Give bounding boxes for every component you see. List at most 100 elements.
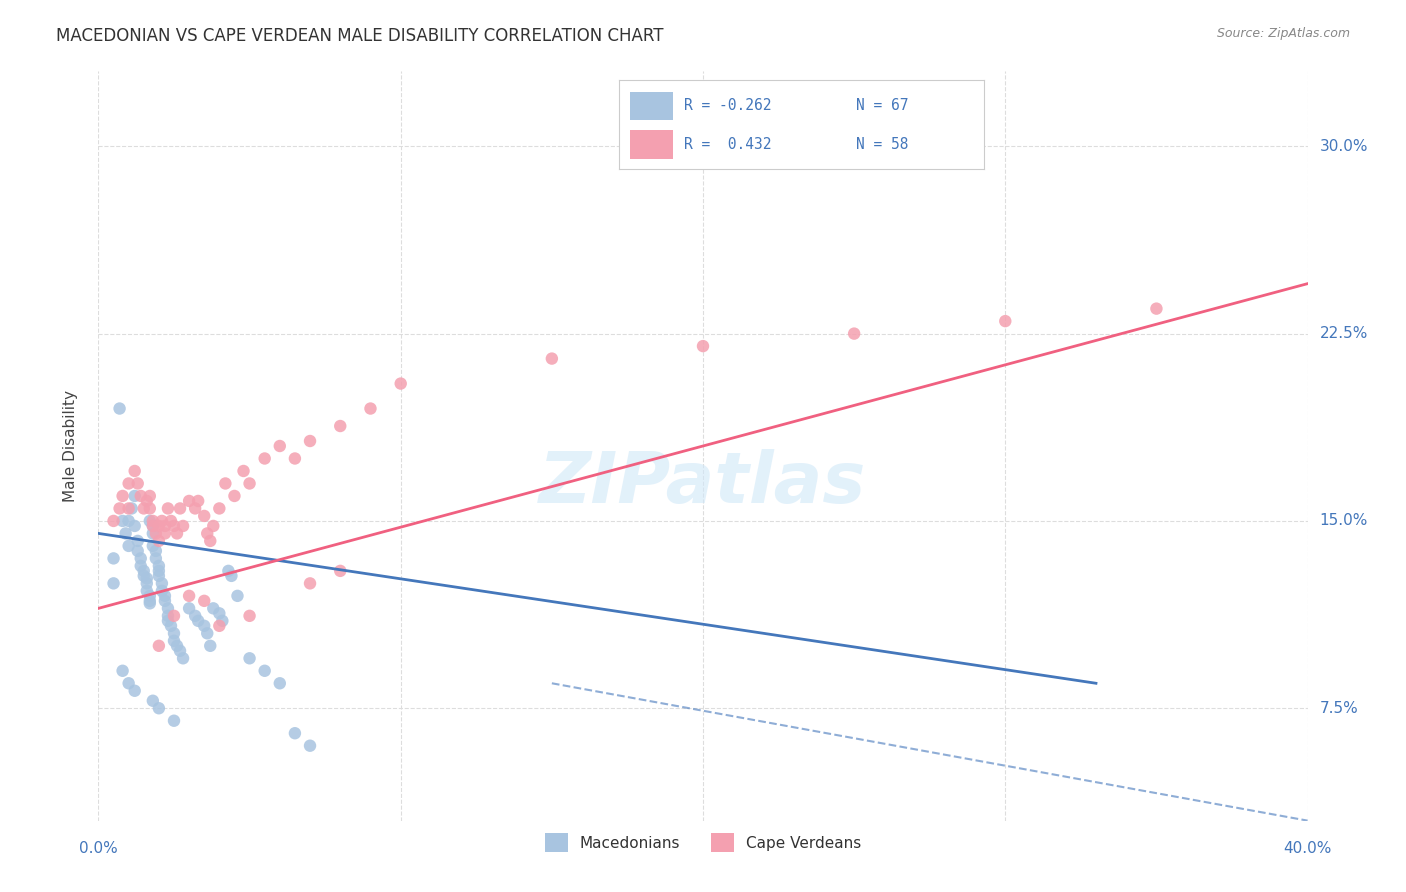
Point	[148, 558, 170, 573]
Text: R = -0.262: R = -0.262	[685, 98, 772, 112]
Point	[148, 701, 170, 715]
Point	[124, 489, 146, 503]
Point	[135, 576, 157, 591]
Point	[224, 489, 246, 503]
Point	[148, 519, 170, 533]
Point	[132, 569, 155, 583]
Point	[139, 489, 162, 503]
Point	[540, 351, 562, 366]
Point	[389, 376, 412, 391]
Point	[211, 614, 233, 628]
Point	[142, 694, 165, 708]
Point	[692, 339, 714, 353]
Text: MACEDONIAN VS CAPE VERDEAN MALE DISABILITY CORRELATION CHART: MACEDONIAN VS CAPE VERDEAN MALE DISABILI…	[56, 27, 664, 45]
Text: Source: ZipAtlas.com: Source: ZipAtlas.com	[1216, 27, 1350, 40]
Point	[299, 576, 322, 591]
Point	[221, 569, 243, 583]
Point	[139, 594, 162, 608]
Point	[195, 526, 218, 541]
Point	[299, 739, 322, 753]
Point	[156, 608, 179, 623]
Point	[172, 651, 194, 665]
Point	[148, 533, 170, 548]
Point	[135, 571, 157, 585]
Text: 7.5%: 7.5%	[1320, 701, 1358, 715]
Point	[184, 501, 207, 516]
Point	[148, 569, 170, 583]
Point	[148, 639, 170, 653]
Point	[208, 619, 231, 633]
Point	[118, 501, 141, 516]
Point	[269, 676, 291, 690]
Point	[124, 464, 146, 478]
Text: 40.0%: 40.0%	[1284, 840, 1331, 855]
Text: R =  0.432: R = 0.432	[685, 137, 772, 152]
Point	[145, 551, 167, 566]
Point	[239, 608, 262, 623]
Point	[124, 683, 146, 698]
FancyBboxPatch shape	[630, 130, 673, 159]
Point	[108, 501, 131, 516]
Point	[329, 564, 352, 578]
Text: 30.0%: 30.0%	[1320, 139, 1368, 153]
Point	[187, 494, 209, 508]
Point	[153, 589, 176, 603]
Point	[169, 501, 191, 516]
Point	[132, 501, 155, 516]
Point	[135, 494, 157, 508]
Point	[139, 596, 162, 610]
Point	[132, 564, 155, 578]
Point	[163, 714, 186, 728]
Point	[142, 519, 165, 533]
Point	[226, 589, 249, 603]
Point	[145, 526, 167, 541]
Point	[195, 626, 218, 640]
Point	[142, 519, 165, 533]
Point	[142, 526, 165, 541]
Point	[208, 501, 231, 516]
Point	[299, 434, 322, 448]
Point	[200, 533, 222, 548]
Text: ZIPatlas: ZIPatlas	[540, 449, 866, 518]
Point	[214, 476, 236, 491]
Point	[202, 601, 225, 615]
Point	[202, 519, 225, 533]
Point	[153, 519, 176, 533]
Point	[179, 601, 201, 615]
Legend: Macedonians, Cape Verdeans: Macedonians, Cape Verdeans	[538, 827, 868, 858]
Point	[129, 558, 152, 573]
Point	[118, 476, 141, 491]
Point	[217, 564, 239, 578]
Point	[232, 464, 254, 478]
Point	[193, 619, 215, 633]
Point	[253, 664, 276, 678]
Text: N = 58: N = 58	[856, 137, 908, 152]
Point	[111, 664, 134, 678]
Point	[118, 514, 141, 528]
Point	[187, 614, 209, 628]
Point	[160, 514, 183, 528]
Point	[269, 439, 291, 453]
Point	[150, 583, 173, 598]
Point	[284, 726, 307, 740]
Point	[124, 519, 146, 533]
Point	[360, 401, 382, 416]
Point	[253, 451, 276, 466]
Point	[150, 576, 173, 591]
Point	[193, 508, 215, 523]
Point	[184, 608, 207, 623]
Point	[150, 514, 173, 528]
Point	[111, 514, 134, 528]
FancyBboxPatch shape	[630, 92, 673, 120]
Point	[148, 564, 170, 578]
Point	[329, 419, 352, 434]
Point	[208, 607, 231, 621]
Point	[163, 519, 186, 533]
Point	[114, 526, 136, 541]
Point	[153, 594, 176, 608]
Point	[166, 526, 188, 541]
Point	[179, 589, 201, 603]
Point	[129, 551, 152, 566]
Point	[111, 489, 134, 503]
Point	[103, 576, 125, 591]
